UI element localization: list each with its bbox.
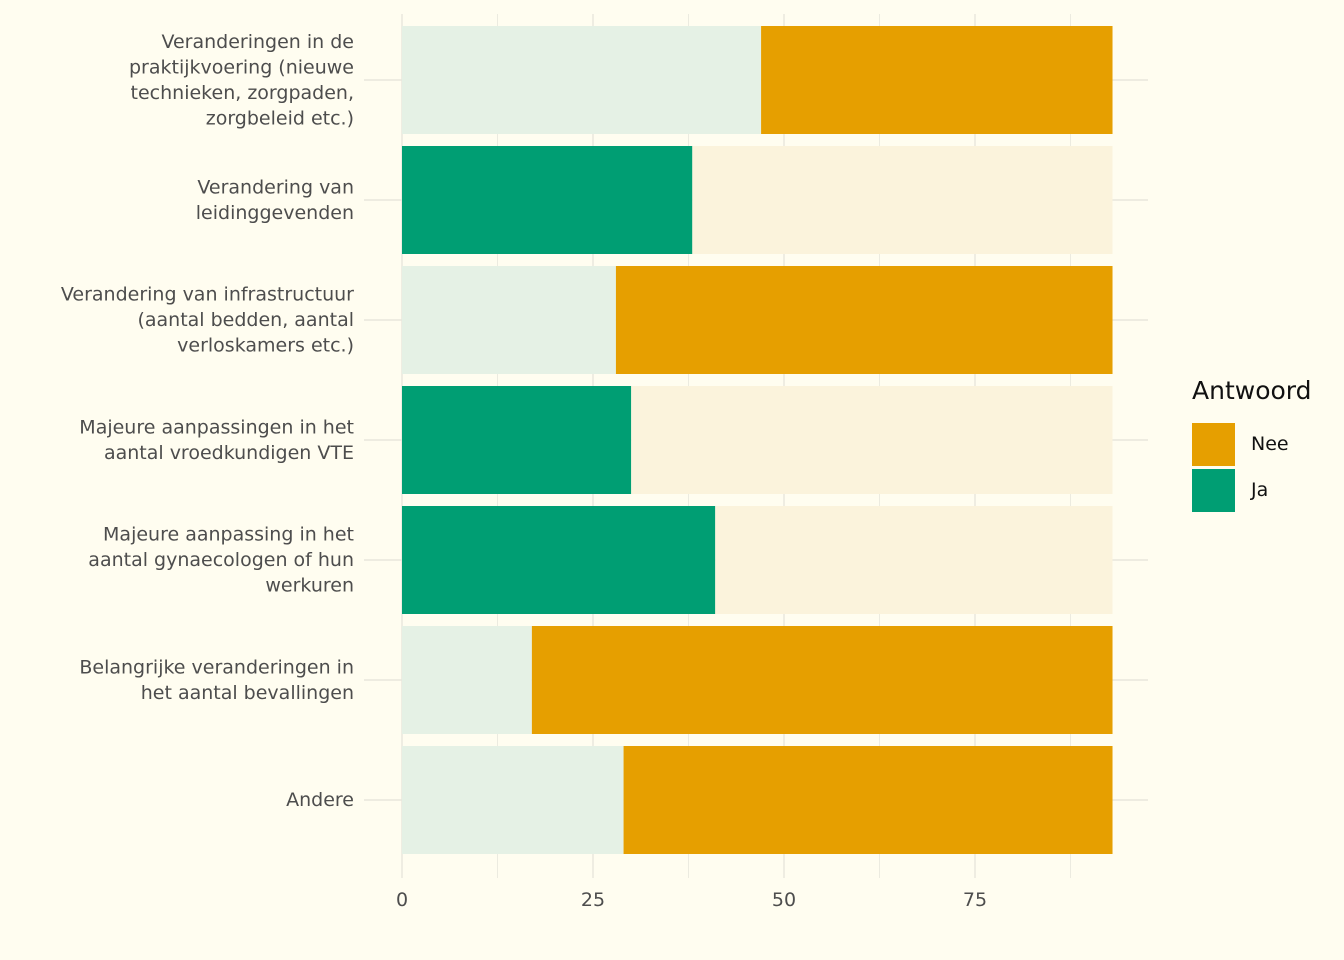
category-label-belangrijke-veranderingen-in-het-aantal-: Belangrijke veranderingen in het aantal b… [79,656,354,704]
bar-ja-belangrijke-veranderingen-in-het-aantal- [402,626,532,734]
x-tick-label-75: 75 [963,889,987,911]
legend-swatch-nee [1192,422,1235,466]
bar-nee-belangrijke-veranderingen-in-het-aantal- [531,626,1113,734]
bar-ja-majeure-aanpassingen-in-het-aantal-vroed [402,386,632,494]
bar-nee-majeure-aanpassing-in-het-aantal-gynaeco [715,506,1113,614]
bar-nee-verandering-van-leidinggevenden [692,146,1113,254]
legend-swatch-ja [1192,468,1235,512]
legend-item-nee: Nee [1192,421,1312,467]
bar-nee-verandering-van-infrastructuur-aantal-be [615,266,1113,374]
x-tick-label-0: 0 [396,889,408,911]
legend: Antwoord Nee Ja [1192,376,1312,513]
bars [402,26,1113,854]
category-label-verandering-van-leidinggevenden: Verandering van leidinggevenden [196,176,354,224]
bar-nee-andere [623,746,1113,854]
category-label-majeure-aanpassing-in-het-aantal-gynaeco: Majeure aanpassing in het aantal gynaecol… [88,524,354,597]
legend-item-ja: Ja [1192,467,1312,513]
bar-ja-verandering-van-leidinggevenden [402,146,693,254]
bar-nee-veranderingen-in-de-praktijkvoering-nieu [761,26,1113,134]
category-label-verandering-van-infrastructuur-aantal-be: Verandering van infrastructuur (aantal be… [61,284,354,357]
x-tick-label-25: 25 [581,889,605,911]
category-label-andere: Andere [286,789,354,811]
category-labels: Veranderingen in de praktijkvoering (nieu… [61,31,354,811]
legend-title: Antwoord [1192,376,1312,405]
bar-nee-majeure-aanpassingen-in-het-aantal-vroed [631,386,1113,494]
x-tick-label-50: 50 [772,889,796,911]
bar-ja-andere [402,746,624,854]
bar-ja-verandering-van-infrastructuur-aantal-be [402,266,616,374]
category-label-veranderingen-in-de-praktijkvoering-nieu: Veranderingen in de praktijkvoering (nieu… [129,31,354,130]
legend-label-ja: Ja [1251,479,1269,501]
legend-label-nee: Nee [1251,433,1289,455]
category-label-majeure-aanpassingen-in-het-aantal-vroed: Majeure aanpassingen in het aantal vroedk… [79,416,354,464]
bar-ja-veranderingen-in-de-praktijkvoering-nieu [402,26,762,134]
x-axis-ticks: 0 25 50 75 [396,889,987,911]
bar-ja-majeure-aanpassing-in-het-aantal-gynaeco [402,506,716,614]
